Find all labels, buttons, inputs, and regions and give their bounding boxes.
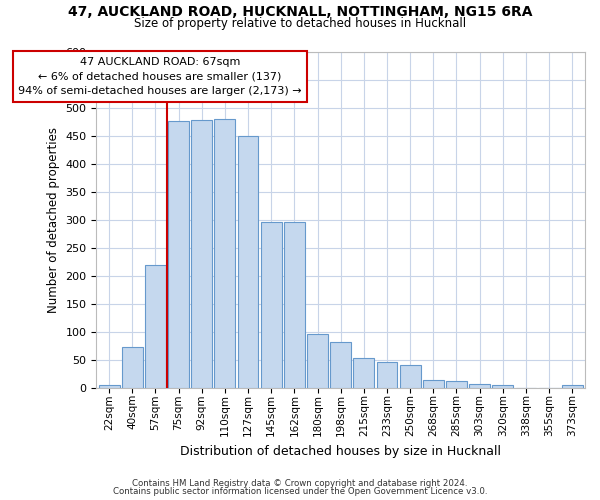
Bar	[238, 136, 259, 388]
Bar	[353, 358, 374, 388]
Bar	[98, 385, 119, 388]
Bar	[423, 380, 444, 388]
Text: Contains public sector information licensed under the Open Government Licence v3: Contains public sector information licen…	[113, 487, 487, 496]
Text: Size of property relative to detached houses in Hucknall: Size of property relative to detached ho…	[134, 18, 466, 30]
Y-axis label: Number of detached properties: Number of detached properties	[47, 126, 60, 312]
Bar	[377, 362, 397, 388]
Bar	[493, 385, 513, 388]
Bar	[191, 120, 212, 388]
Bar	[307, 334, 328, 388]
Text: 47, AUCKLAND ROAD, HUCKNALL, NOTTINGHAM, NG15 6RA: 47, AUCKLAND ROAD, HUCKNALL, NOTTINGHAM,…	[68, 5, 532, 19]
Bar	[284, 222, 305, 388]
Bar	[214, 120, 235, 388]
X-axis label: Distribution of detached houses by size in Hucknall: Distribution of detached houses by size …	[180, 444, 501, 458]
Bar	[562, 385, 583, 388]
Text: 47 AUCKLAND ROAD: 67sqm
← 6% of detached houses are smaller (137)
94% of semi-de: 47 AUCKLAND ROAD: 67sqm ← 6% of detached…	[18, 56, 302, 96]
Bar	[145, 265, 166, 388]
Text: Contains HM Land Registry data © Crown copyright and database right 2024.: Contains HM Land Registry data © Crown c…	[132, 478, 468, 488]
Bar	[469, 384, 490, 388]
Bar	[168, 121, 189, 388]
Bar	[400, 365, 421, 388]
Bar	[446, 380, 467, 388]
Bar	[330, 342, 351, 388]
Bar	[122, 348, 143, 388]
Bar	[261, 222, 281, 388]
